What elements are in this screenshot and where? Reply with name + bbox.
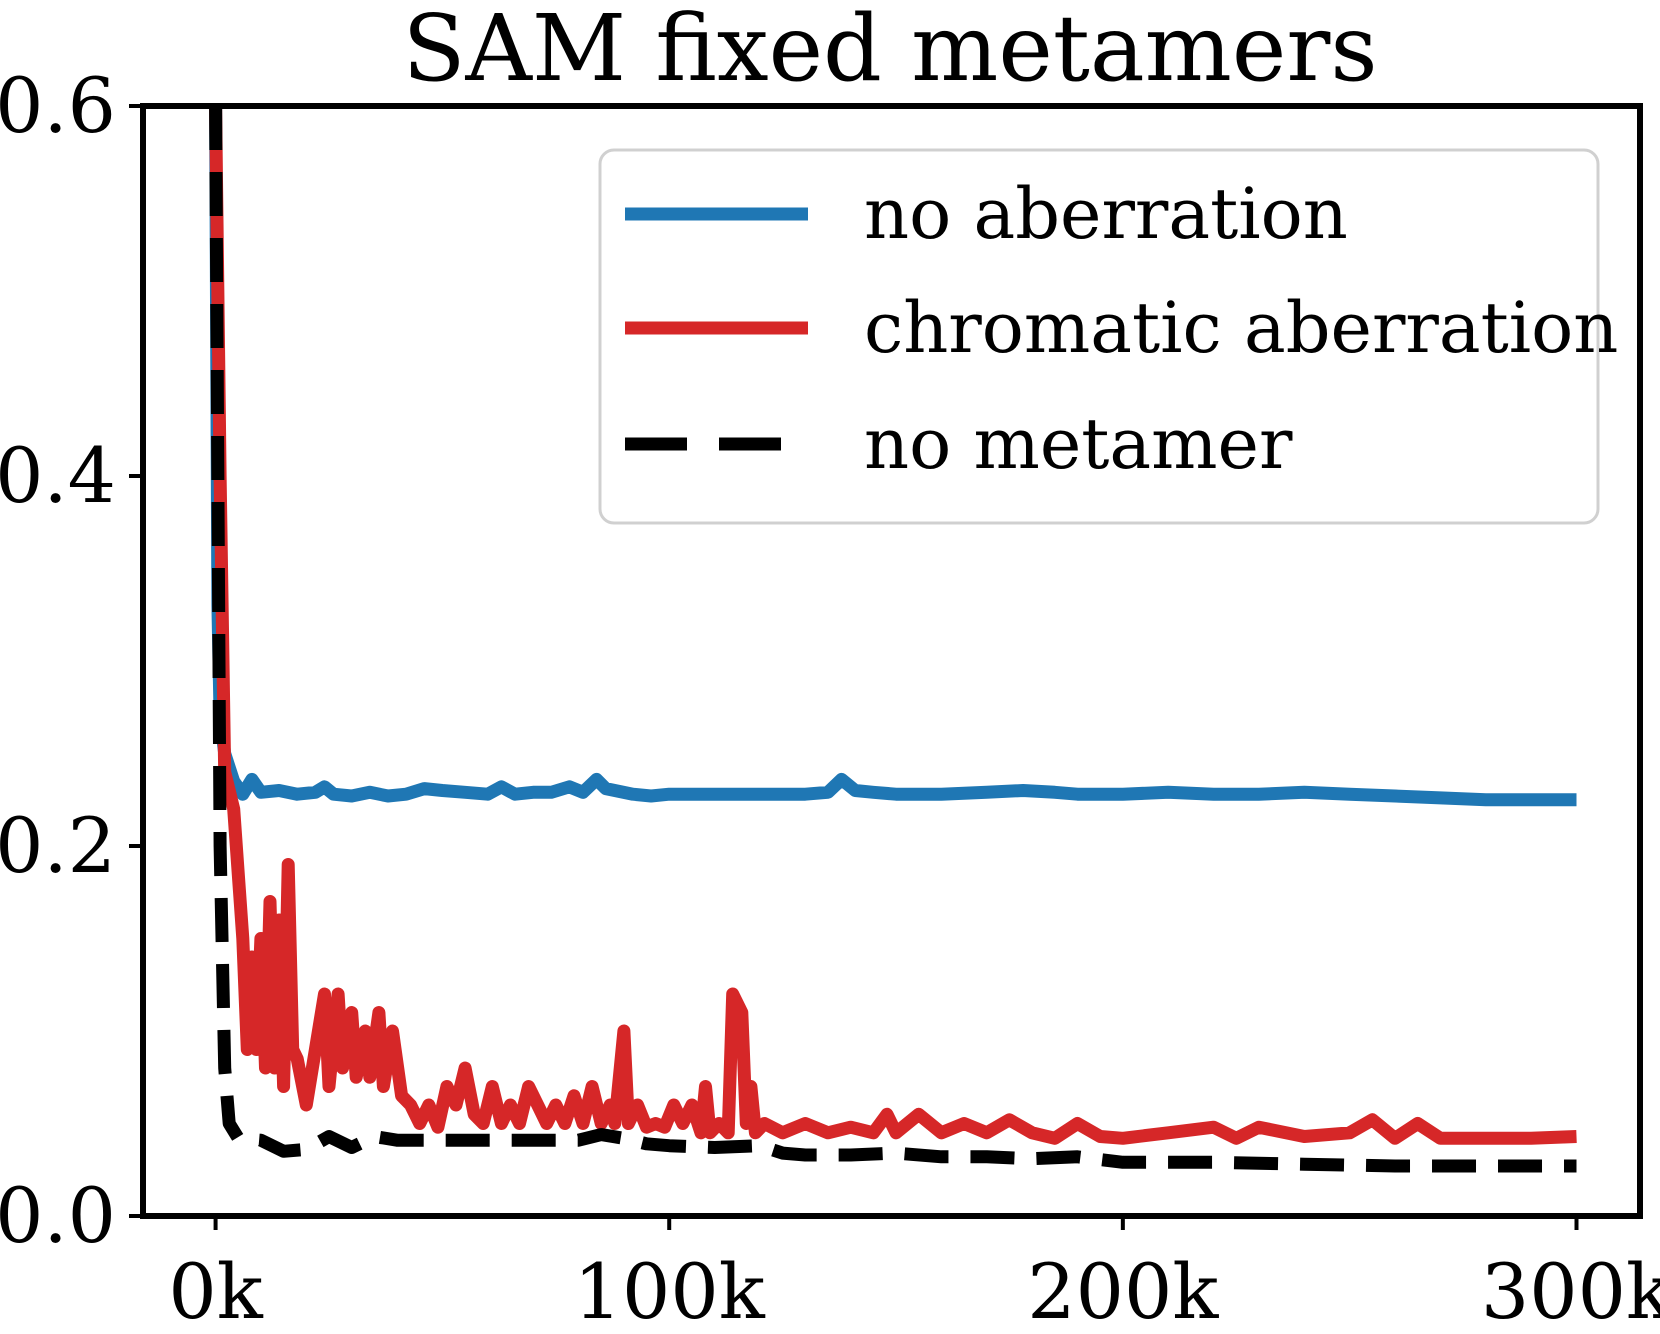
chart-title: SAM fixed metamers xyxy=(402,0,1377,102)
legend-box xyxy=(598,148,1600,525)
series-line-chromatic-aberration xyxy=(209,106,1577,1145)
x-tick-label: 200k xyxy=(1027,1247,1219,1334)
legend: no aberration chromatic aberration no meta… xyxy=(598,148,1618,525)
axes-frame xyxy=(140,103,1643,1219)
plot-lines xyxy=(209,106,1577,1173)
y-tick-label: 0.4 xyxy=(0,431,116,520)
x-axis: 0k 100k 200k 300k xyxy=(168,1216,1660,1334)
legend-label: no metamer xyxy=(864,403,1293,485)
legend-label: chromatic aberration xyxy=(864,287,1618,369)
series-line-no-aberration xyxy=(209,106,1577,807)
legend-label: no aberration xyxy=(864,173,1348,255)
y-tick-label: 0.6 xyxy=(0,61,116,150)
x-tick-label: 0k xyxy=(168,1247,263,1334)
y-axis: 0.0 0.2 0.4 0.6 xyxy=(0,61,143,1260)
y-tick-label: 0.2 xyxy=(0,801,116,890)
x-tick-label: 300k xyxy=(1481,1247,1660,1334)
series-line-no-metamer xyxy=(209,106,1577,1173)
y-tick-label: 0.0 xyxy=(0,1171,116,1260)
x-tick-label: 100k xyxy=(574,1247,766,1334)
axes-border xyxy=(140,103,1643,1219)
